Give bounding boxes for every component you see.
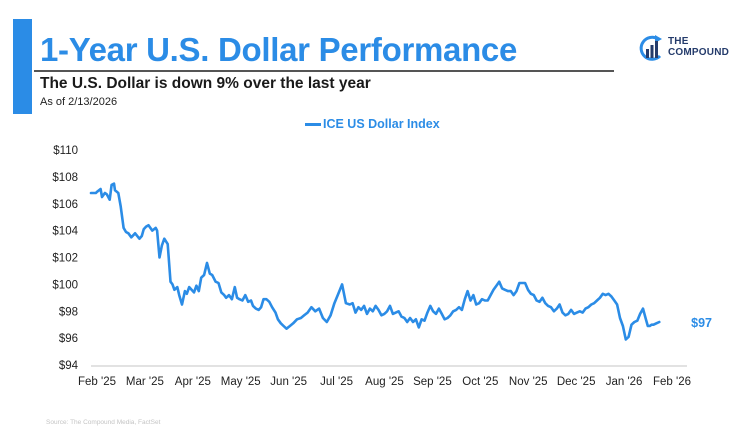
y-axis: $110 $108 $106 $104 $102 $100 $98 $96 $94 — [52, 145, 78, 372]
y-tick-label: $98 — [59, 306, 78, 318]
y-tick-label: $102 — [52, 253, 78, 265]
chart-legend: ICE US Dollar Index — [305, 117, 440, 131]
as-of-date: As of 2/13/2026 — [40, 96, 118, 108]
x-tick-label: May '25 — [221, 376, 261, 388]
logo-text-line1: THE — [668, 36, 689, 47]
x-tick-label: Jul '25 — [320, 376, 353, 388]
x-tick-label: Jun '25 — [270, 376, 307, 388]
y-tick-label: $100 — [52, 279, 78, 291]
x-tick-label: Aug '25 — [365, 376, 404, 388]
legend-swatch — [305, 122, 321, 126]
x-tick-label: Feb '25 — [78, 376, 116, 388]
series-line-ice-us-dollar-index — [89, 182, 661, 341]
the-compound-logo: THE COMPOUND — [638, 34, 748, 66]
end-value-label: $97 — [691, 316, 712, 330]
y-tick-label: $94 — [59, 360, 79, 372]
x-tick-label: Apr '25 — [175, 376, 211, 388]
y-tick-label: $110 — [53, 145, 78, 157]
logo-text-line2: COMPOUND — [668, 47, 730, 58]
x-tick-label: Sep '25 — [413, 376, 452, 388]
x-tick-label: Nov '25 — [509, 376, 548, 388]
x-tick-label: Oct '25 — [462, 376, 498, 388]
bar-chart-cycle-icon — [639, 35, 662, 61]
y-tick-label: $106 — [52, 199, 78, 211]
x-tick-label: Mar '25 — [126, 376, 164, 388]
y-tick-label: $96 — [59, 333, 78, 345]
y-tick-label: $104 — [52, 226, 78, 238]
x-axis: Feb '25 Mar '25 Apr '25 May '25 Jun '25 Jul '… — [78, 376, 691, 388]
legend-label: ICE US Dollar Index — [323, 117, 440, 131]
accent-bar — [13, 19, 32, 114]
x-tick-label: Jan '26 — [606, 376, 643, 388]
chart-title: 1-Year U.S. Dollar Performance — [40, 31, 518, 68]
x-tick-label: Feb '26 — [653, 376, 691, 388]
x-tick-label: Dec '25 — [557, 376, 596, 388]
title-divider — [34, 70, 614, 72]
chart-subtitle: The U.S. Dollar is down 9% over the last… — [40, 75, 371, 92]
source-note: Source: The Compound Media, FactSet — [46, 419, 161, 426]
y-tick-label: $108 — [52, 172, 78, 184]
